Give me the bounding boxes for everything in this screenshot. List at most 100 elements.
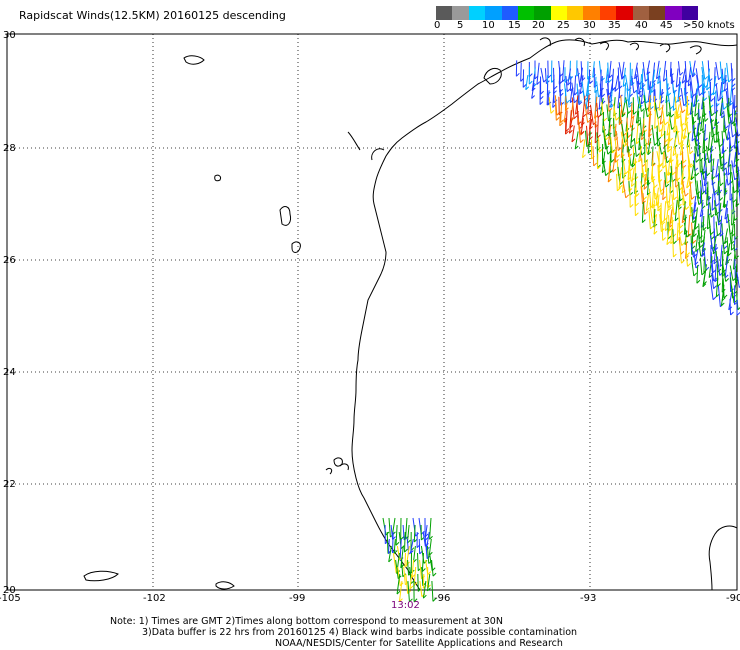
wind-barb [700, 172, 704, 193]
wind-barb-flag [635, 212, 639, 217]
wind-barb [575, 95, 579, 115]
wind-barb [659, 104, 664, 125]
wind-barb-flag [580, 139, 584, 144]
wind-barb-flag [663, 77, 667, 82]
wind-barb [683, 201, 686, 221]
wind-barb [624, 74, 629, 91]
wind-barb [674, 116, 677, 135]
wind-barb [698, 223, 700, 239]
wind-barb-flag [694, 261, 699, 266]
wind-barb [657, 67, 661, 84]
wind-barb-flag [724, 250, 728, 255]
wind-barb-flag [734, 217, 738, 221]
wind-barb-flag [704, 137, 708, 142]
wind-barb [604, 138, 609, 155]
wind-barb-flag [702, 226, 707, 231]
scale-swatch-8 [567, 6, 584, 20]
wind-barb-flag [681, 79, 686, 84]
wind-barb-flag [631, 183, 635, 187]
wind-barb [705, 145, 710, 163]
scale-label-7: 35 [608, 20, 621, 31]
wind-barb [620, 139, 623, 158]
wind-barb [648, 102, 652, 118]
wind-barb [730, 230, 733, 251]
wind-barb [708, 256, 713, 278]
wind-barb-flag [686, 184, 691, 189]
wind-barb [699, 257, 703, 275]
wind-barb [610, 89, 613, 108]
wind-barb [653, 200, 655, 218]
wind-barb-flag [730, 145, 735, 149]
wind-barb-flag [623, 143, 628, 148]
wind-barb-flag [691, 196, 695, 200]
lat-label-28: 28 [3, 143, 16, 154]
wind-barb [606, 104, 609, 122]
wind-barb-flag [704, 118, 709, 122]
wind-barb [691, 60, 696, 78]
wind-barb [733, 132, 737, 149]
wind-barb-flag [695, 172, 700, 177]
wind-barb [665, 83, 669, 103]
lat-label-22: 22 [3, 479, 16, 490]
scale-swatch-6 [534, 6, 551, 20]
wind-barb [734, 258, 736, 281]
wind-barb [584, 103, 589, 123]
wind-barb [694, 207, 698, 230]
wind-barb [531, 82, 535, 99]
wind-barb-flag [399, 598, 403, 603]
wind-barb [645, 194, 649, 211]
wind-barb [587, 131, 591, 154]
wind-barb [613, 103, 617, 121]
wind-barb [701, 242, 705, 257]
wind-barb [710, 235, 714, 252]
wind-barb [596, 117, 599, 138]
wind-barb-flag [681, 259, 685, 264]
wind-barb [697, 117, 701, 137]
wind-barb [682, 194, 687, 210]
wind-barb [646, 179, 650, 196]
wind-barb [525, 74, 529, 90]
wind-barb [429, 552, 433, 571]
wind-barb [683, 87, 687, 107]
wind-barb [634, 62, 638, 79]
wind-barb [677, 81, 682, 102]
wind-barb-flag [712, 296, 717, 301]
wind-barb-flag [690, 176, 695, 181]
wind-barb [693, 251, 697, 269]
wind-barb-flag [404, 548, 408, 553]
scale-swatch-11 [616, 6, 633, 20]
wind-barb [726, 103, 730, 124]
wind-barb [699, 202, 704, 217]
wind-barb-flag [671, 171, 676, 176]
wind-barb [406, 545, 410, 565]
wind-barb-flag [635, 202, 639, 207]
wind-barb [658, 179, 662, 195]
scale-swatch-15 [681, 6, 698, 20]
scale-swatch-14 [665, 6, 682, 20]
wind-barb [729, 116, 733, 138]
wind-barb [629, 110, 634, 128]
wind-barb-flag [687, 263, 691, 267]
wind-barb [657, 164, 660, 183]
wind-barb [709, 279, 714, 300]
wind-barb [554, 102, 557, 121]
wind-barb-flag [420, 530, 425, 535]
wind-barb-flag [515, 72, 520, 77]
wind-barb [647, 95, 651, 112]
wind-barb [422, 531, 426, 547]
scale-label-8: 40 [635, 20, 648, 31]
wind-barb-flag [731, 83, 736, 88]
wind-barb-flag [647, 151, 652, 156]
wind-barb [658, 95, 662, 111]
wind-barb [594, 76, 597, 93]
wind-barb [676, 222, 679, 241]
wind-barb [707, 131, 711, 151]
wind-barb [657, 194, 660, 211]
wind-barb-flag [682, 159, 687, 164]
wind-barb [731, 160, 736, 180]
wind-barb [569, 88, 573, 103]
wind-barb [633, 138, 637, 157]
wind-barb [395, 559, 399, 579]
wind-barb [700, 221, 703, 243]
wind-barb [719, 244, 723, 267]
